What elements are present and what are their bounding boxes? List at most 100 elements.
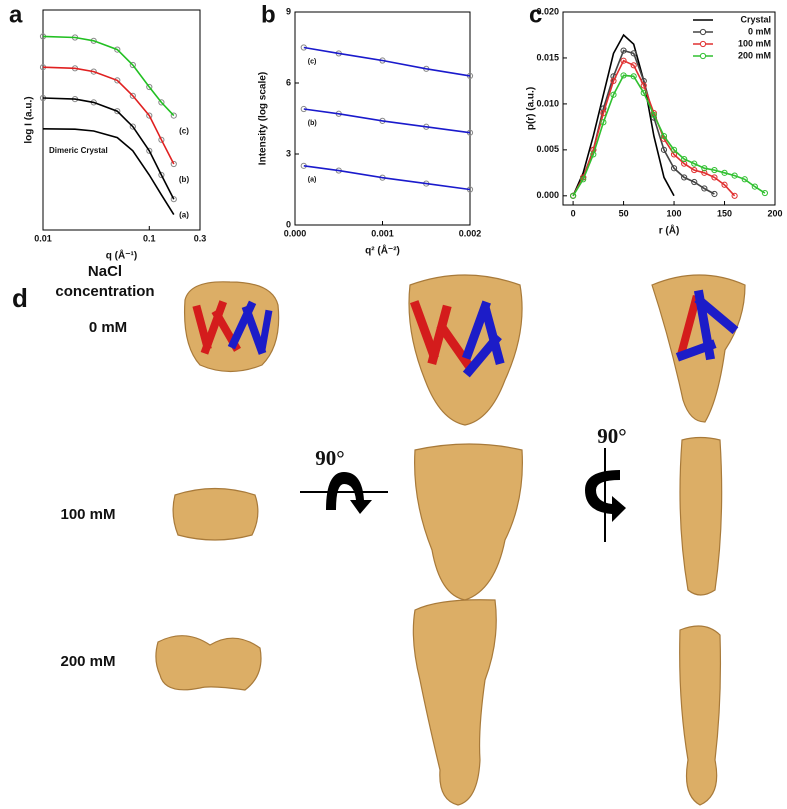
legend-label: 200 mM: [738, 50, 771, 60]
data-point: [751, 183, 758, 190]
helix: [258, 309, 273, 351]
panel-letter: a: [9, 1, 23, 28]
envelope: [414, 443, 523, 601]
data-point: [640, 82, 647, 89]
series-label: (b): [308, 120, 317, 127]
data-point: [610, 91, 617, 98]
series-line: [42, 35, 175, 117]
row-label: 0 mM: [89, 319, 127, 336]
rotation-label: 90°: [597, 424, 626, 448]
data-point: [670, 165, 678, 172]
panel-letter: b: [261, 1, 276, 28]
y-tick-label: 0: [286, 219, 291, 229]
data-point: [569, 192, 577, 199]
helix: [675, 339, 717, 362]
legend-label: 0 mM: [748, 26, 771, 36]
data-point: [681, 174, 688, 181]
series-line: [303, 46, 471, 77]
data-point: [146, 112, 153, 119]
y-axis-label: Intensity (log scale): [258, 72, 269, 165]
series-line: [42, 128, 175, 216]
series-label: (a): [179, 210, 189, 219]
ribbon: [192, 300, 273, 355]
x-tick-label: 0: [571, 208, 576, 218]
y-tick-label: 3: [286, 148, 291, 158]
data-point: [158, 171, 165, 179]
helix: [677, 294, 701, 356]
y-tick-label: 0.015: [536, 52, 559, 62]
series-line: [42, 97, 175, 200]
data-point: [761, 189, 769, 197]
panel-letter: c: [529, 1, 542, 28]
rotation-label: 90°: [315, 446, 344, 470]
arrow: [585, 470, 626, 522]
data-point: [114, 77, 121, 84]
rotation-arrow-vertical: [585, 448, 626, 542]
data-point: [681, 155, 688, 163]
data-point: [590, 151, 597, 158]
data-point: [701, 185, 708, 192]
data-point: [741, 176, 748, 183]
legend-marker: [699, 40, 707, 48]
data-point: [711, 174, 718, 181]
rotation-arrow-horizontal: [300, 472, 388, 514]
ribbon: [409, 300, 505, 378]
envelope: [679, 436, 723, 596]
x-tick-label: 0.000: [284, 228, 307, 238]
data-point: [660, 132, 668, 140]
heading: NaCl: [88, 263, 122, 280]
data-point: [691, 178, 698, 186]
x-tick-label: 0.002: [459, 228, 482, 238]
data-point: [170, 196, 177, 203]
x-tick-label: 150: [717, 208, 732, 218]
y-tick-label: 0.020: [536, 6, 559, 16]
x-tick-label: 50: [619, 208, 629, 218]
series-line: [572, 59, 736, 197]
series-line: [42, 66, 175, 165]
ribbon: [675, 289, 739, 362]
data-point: [681, 160, 688, 167]
legend-label: 100 mM: [738, 38, 771, 48]
y-tick-label: 0.005: [536, 144, 559, 154]
series-label: (c): [179, 127, 189, 136]
data-point: [711, 190, 718, 198]
data-point: [146, 83, 153, 91]
x-axis-label: q (Å⁻¹): [106, 249, 137, 262]
x-tick-label: 200: [767, 208, 782, 218]
data-point: [580, 176, 587, 183]
data-point: [146, 147, 153, 154]
y-tick-label: 6: [286, 77, 291, 87]
series-line: [303, 165, 471, 191]
envelope: [412, 599, 497, 806]
plot-frame: [562, 11, 776, 206]
data-point: [721, 181, 728, 188]
data-point: [170, 112, 177, 119]
helix: [694, 295, 739, 335]
y-axis-label: p(r) (a.u.): [526, 87, 537, 130]
envelope: [679, 625, 722, 806]
data-point: [114, 46, 121, 53]
helix: [436, 322, 476, 373]
panel-letter: d: [12, 283, 28, 313]
y-tick-label: 9: [286, 6, 291, 16]
data-point: [670, 151, 678, 158]
helix: [462, 333, 502, 378]
x-tick-label: 100: [667, 208, 682, 218]
data-point: [158, 99, 165, 106]
series-line: [572, 74, 766, 197]
envelope: [172, 487, 259, 541]
data-point: [620, 57, 627, 64]
y-axis-label: log I (a.u.): [24, 96, 35, 143]
legend-marker: [699, 52, 707, 60]
legend-label: Crystal: [740, 14, 771, 24]
row-label: 100 mM: [60, 506, 115, 523]
data-point: [129, 92, 136, 99]
plot-frame: [42, 9, 201, 231]
y-tick-label: 0.010: [536, 98, 559, 108]
series-label: (a): [308, 177, 317, 184]
helix: [409, 300, 439, 360]
series-line: [572, 33, 675, 197]
heading: concentration: [55, 283, 154, 300]
x-axis-label: q² (Å⁻²): [365, 244, 400, 257]
